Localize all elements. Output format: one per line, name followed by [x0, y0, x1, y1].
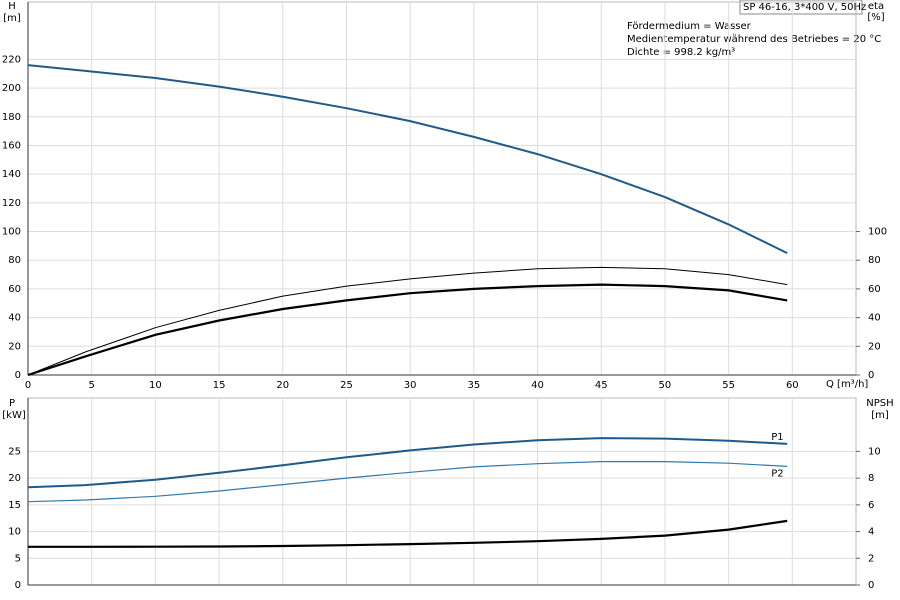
series-line: [28, 519, 788, 548]
y-tick-label: 160: [2, 140, 21, 151]
y2-tick-label: 20: [868, 341, 881, 352]
y-tick-label: 0: [15, 580, 21, 591]
series-line: [27, 437, 788, 489]
plot-area: [27, 397, 857, 586]
y-label: P: [9, 398, 15, 409]
y-tick-label: 10: [8, 527, 21, 538]
y2-tick-label: 0: [868, 370, 874, 381]
y2-tick-label: 0: [868, 580, 874, 591]
y-tick-label: 25: [8, 446, 21, 457]
y2-tick-label: 2: [868, 553, 874, 564]
y-tick-label: 5: [15, 553, 21, 564]
y-tick-label: 140: [2, 169, 21, 180]
y-tick-label: 100: [2, 227, 21, 238]
x-tick-label: 50: [659, 380, 672, 391]
x-tick-label: 20: [276, 380, 289, 391]
y2-tick-label: 8: [868, 473, 874, 484]
x-tick-label: 30: [404, 380, 417, 391]
series-line: [27, 461, 788, 503]
annotation: SP 46-16, 3*400 V, 50Hz: [743, 2, 866, 13]
y2-tick-label: 40: [868, 313, 881, 324]
y-tick-label: 220: [2, 54, 21, 65]
annotation: Fördermedium = Wasser: [627, 21, 752, 32]
y-tick-label: 0: [15, 370, 21, 381]
y-tick-label: 20: [8, 341, 21, 352]
y-tick-label: 40: [8, 313, 21, 324]
y2-label: eta: [868, 1, 884, 12]
y-tick-label: 180: [2, 112, 21, 123]
x-tick-label: 40: [531, 380, 544, 391]
y-tick-label: 200: [2, 83, 21, 94]
x-tick-label: 5: [89, 380, 95, 391]
y2-tick-label: 60: [868, 284, 881, 295]
y-label: H: [8, 1, 16, 12]
x-tick-label: 60: [786, 380, 799, 391]
y2-label: NPSH: [866, 398, 893, 409]
annotation: Dichte = 998.2 kg/m³: [627, 47, 735, 58]
series-label: P1: [771, 432, 783, 443]
y2-tick-label: 4: [868, 527, 874, 538]
y-tick-label: 120: [2, 198, 21, 209]
annotation-box: [739, 0, 863, 15]
x-tick-label: 0: [25, 380, 31, 391]
y-tick-label: 15: [8, 500, 21, 511]
y2-tick-label: 6: [868, 500, 874, 511]
y2-unit: [m]: [871, 410, 889, 421]
series-line: [27, 266, 788, 376]
y-tick-label: 20: [8, 473, 21, 484]
x-tick-label: 25: [340, 380, 353, 391]
x-tick-label: 55: [722, 380, 735, 391]
y2-tick-label: 100: [868, 227, 887, 238]
series-line: [27, 64, 788, 254]
x-tick-label: 35: [467, 380, 480, 391]
x-tick-label: 15: [213, 380, 226, 391]
y2-unit: [%]: [867, 12, 884, 23]
x-label: Q [m³/h]: [826, 379, 868, 390]
series-label: P2: [771, 468, 783, 479]
y-tick-label: 60: [8, 284, 21, 295]
x-tick-label: 10: [149, 380, 162, 391]
y-unit: [kW]: [2, 410, 26, 421]
annotation: Medientemperatur während des Betriebes =…: [627, 34, 881, 45]
y2-tick-label: 80: [868, 255, 881, 266]
x-tick-label: 45: [595, 380, 608, 391]
y2-tick-label: 10: [868, 446, 881, 457]
y-tick-label: 80: [8, 255, 21, 266]
y-unit: [m]: [3, 13, 21, 24]
series-line: [27, 283, 788, 377]
